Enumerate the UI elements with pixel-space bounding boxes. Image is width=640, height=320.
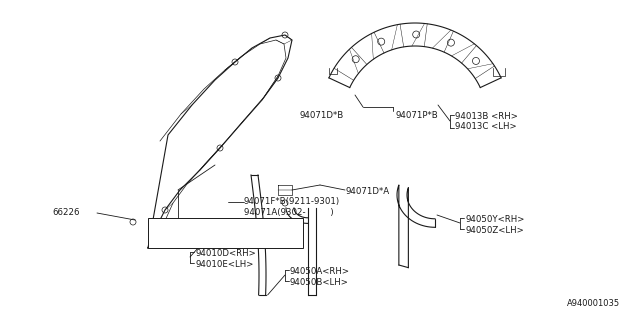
- Text: 94071P*B: 94071P*B: [395, 111, 438, 120]
- Text: 94013C <LH>: 94013C <LH>: [455, 122, 516, 131]
- Text: 94071D*B: 94071D*B: [300, 111, 344, 120]
- Text: 94010E<LH>: 94010E<LH>: [195, 260, 253, 269]
- Text: 94071D*A: 94071D*A: [345, 187, 389, 196]
- Text: 94071F*B(9211-9301): 94071F*B(9211-9301): [244, 197, 340, 206]
- Text: 94010D<RH>: 94010D<RH>: [195, 249, 256, 258]
- Text: 94050A<RH>: 94050A<RH>: [290, 267, 350, 276]
- Text: 94050Z<LH>: 94050Z<LH>: [465, 226, 524, 235]
- Text: 66226: 66226: [52, 208, 79, 217]
- Text: 94050B<LH>: 94050B<LH>: [290, 278, 349, 287]
- Bar: [148, 218, 303, 248]
- Text: 94071A(9302-         ): 94071A(9302- ): [244, 208, 333, 217]
- Text: 94071D*B: 94071D*B: [213, 235, 257, 244]
- Text: A940001035: A940001035: [567, 299, 620, 308]
- Text: 94013B <RH>: 94013B <RH>: [455, 112, 518, 121]
- Text: 94071F*A: 94071F*A: [153, 222, 195, 231]
- Text: 94050Y<RH>: 94050Y<RH>: [465, 215, 524, 224]
